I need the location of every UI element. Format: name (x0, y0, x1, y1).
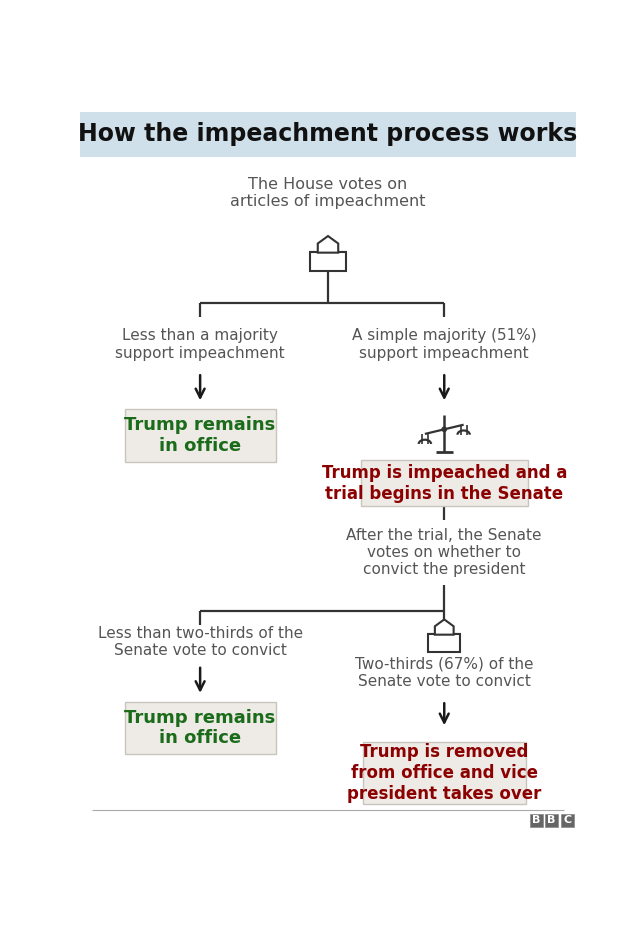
FancyBboxPatch shape (363, 742, 525, 803)
Circle shape (442, 427, 446, 432)
FancyBboxPatch shape (125, 701, 276, 755)
Text: The House votes on
articles of impeachment: The House votes on articles of impeachme… (230, 177, 426, 209)
Text: Less than a majority
support impeachment: Less than a majority support impeachment (115, 329, 285, 361)
Text: A simple majority (51%)
support impeachment: A simple majority (51%) support impeachm… (352, 329, 536, 361)
Text: B: B (532, 815, 540, 826)
Text: Trump remains
in office: Trump remains in office (125, 416, 276, 455)
FancyBboxPatch shape (545, 814, 558, 827)
Bar (428, 634, 460, 652)
FancyBboxPatch shape (561, 814, 573, 827)
Bar (310, 252, 346, 271)
Text: Trump remains
in office: Trump remains in office (125, 709, 276, 747)
Text: Trump is impeached and a
trial begins in the Senate: Trump is impeached and a trial begins in… (321, 464, 567, 502)
Text: Less than two-thirds of the
Senate vote to convict: Less than two-thirds of the Senate vote … (97, 626, 303, 658)
FancyBboxPatch shape (529, 814, 543, 827)
Text: Trump is removed
from office and vice
president takes over: Trump is removed from office and vice pr… (347, 743, 541, 802)
Polygon shape (318, 236, 338, 253)
Text: C: C (563, 815, 571, 826)
Text: After the trial, the Senate
votes on whether to
convict the president: After the trial, the Senate votes on whe… (346, 528, 542, 577)
FancyBboxPatch shape (125, 409, 276, 461)
FancyBboxPatch shape (361, 460, 527, 506)
Polygon shape (435, 619, 454, 635)
Text: B: B (547, 815, 556, 826)
Text: Two-thirds (67%) of the
Senate vote to convict: Two-thirds (67%) of the Senate vote to c… (355, 657, 534, 689)
Text: How the impeachment process works: How the impeachment process works (78, 122, 578, 147)
FancyBboxPatch shape (80, 112, 576, 157)
